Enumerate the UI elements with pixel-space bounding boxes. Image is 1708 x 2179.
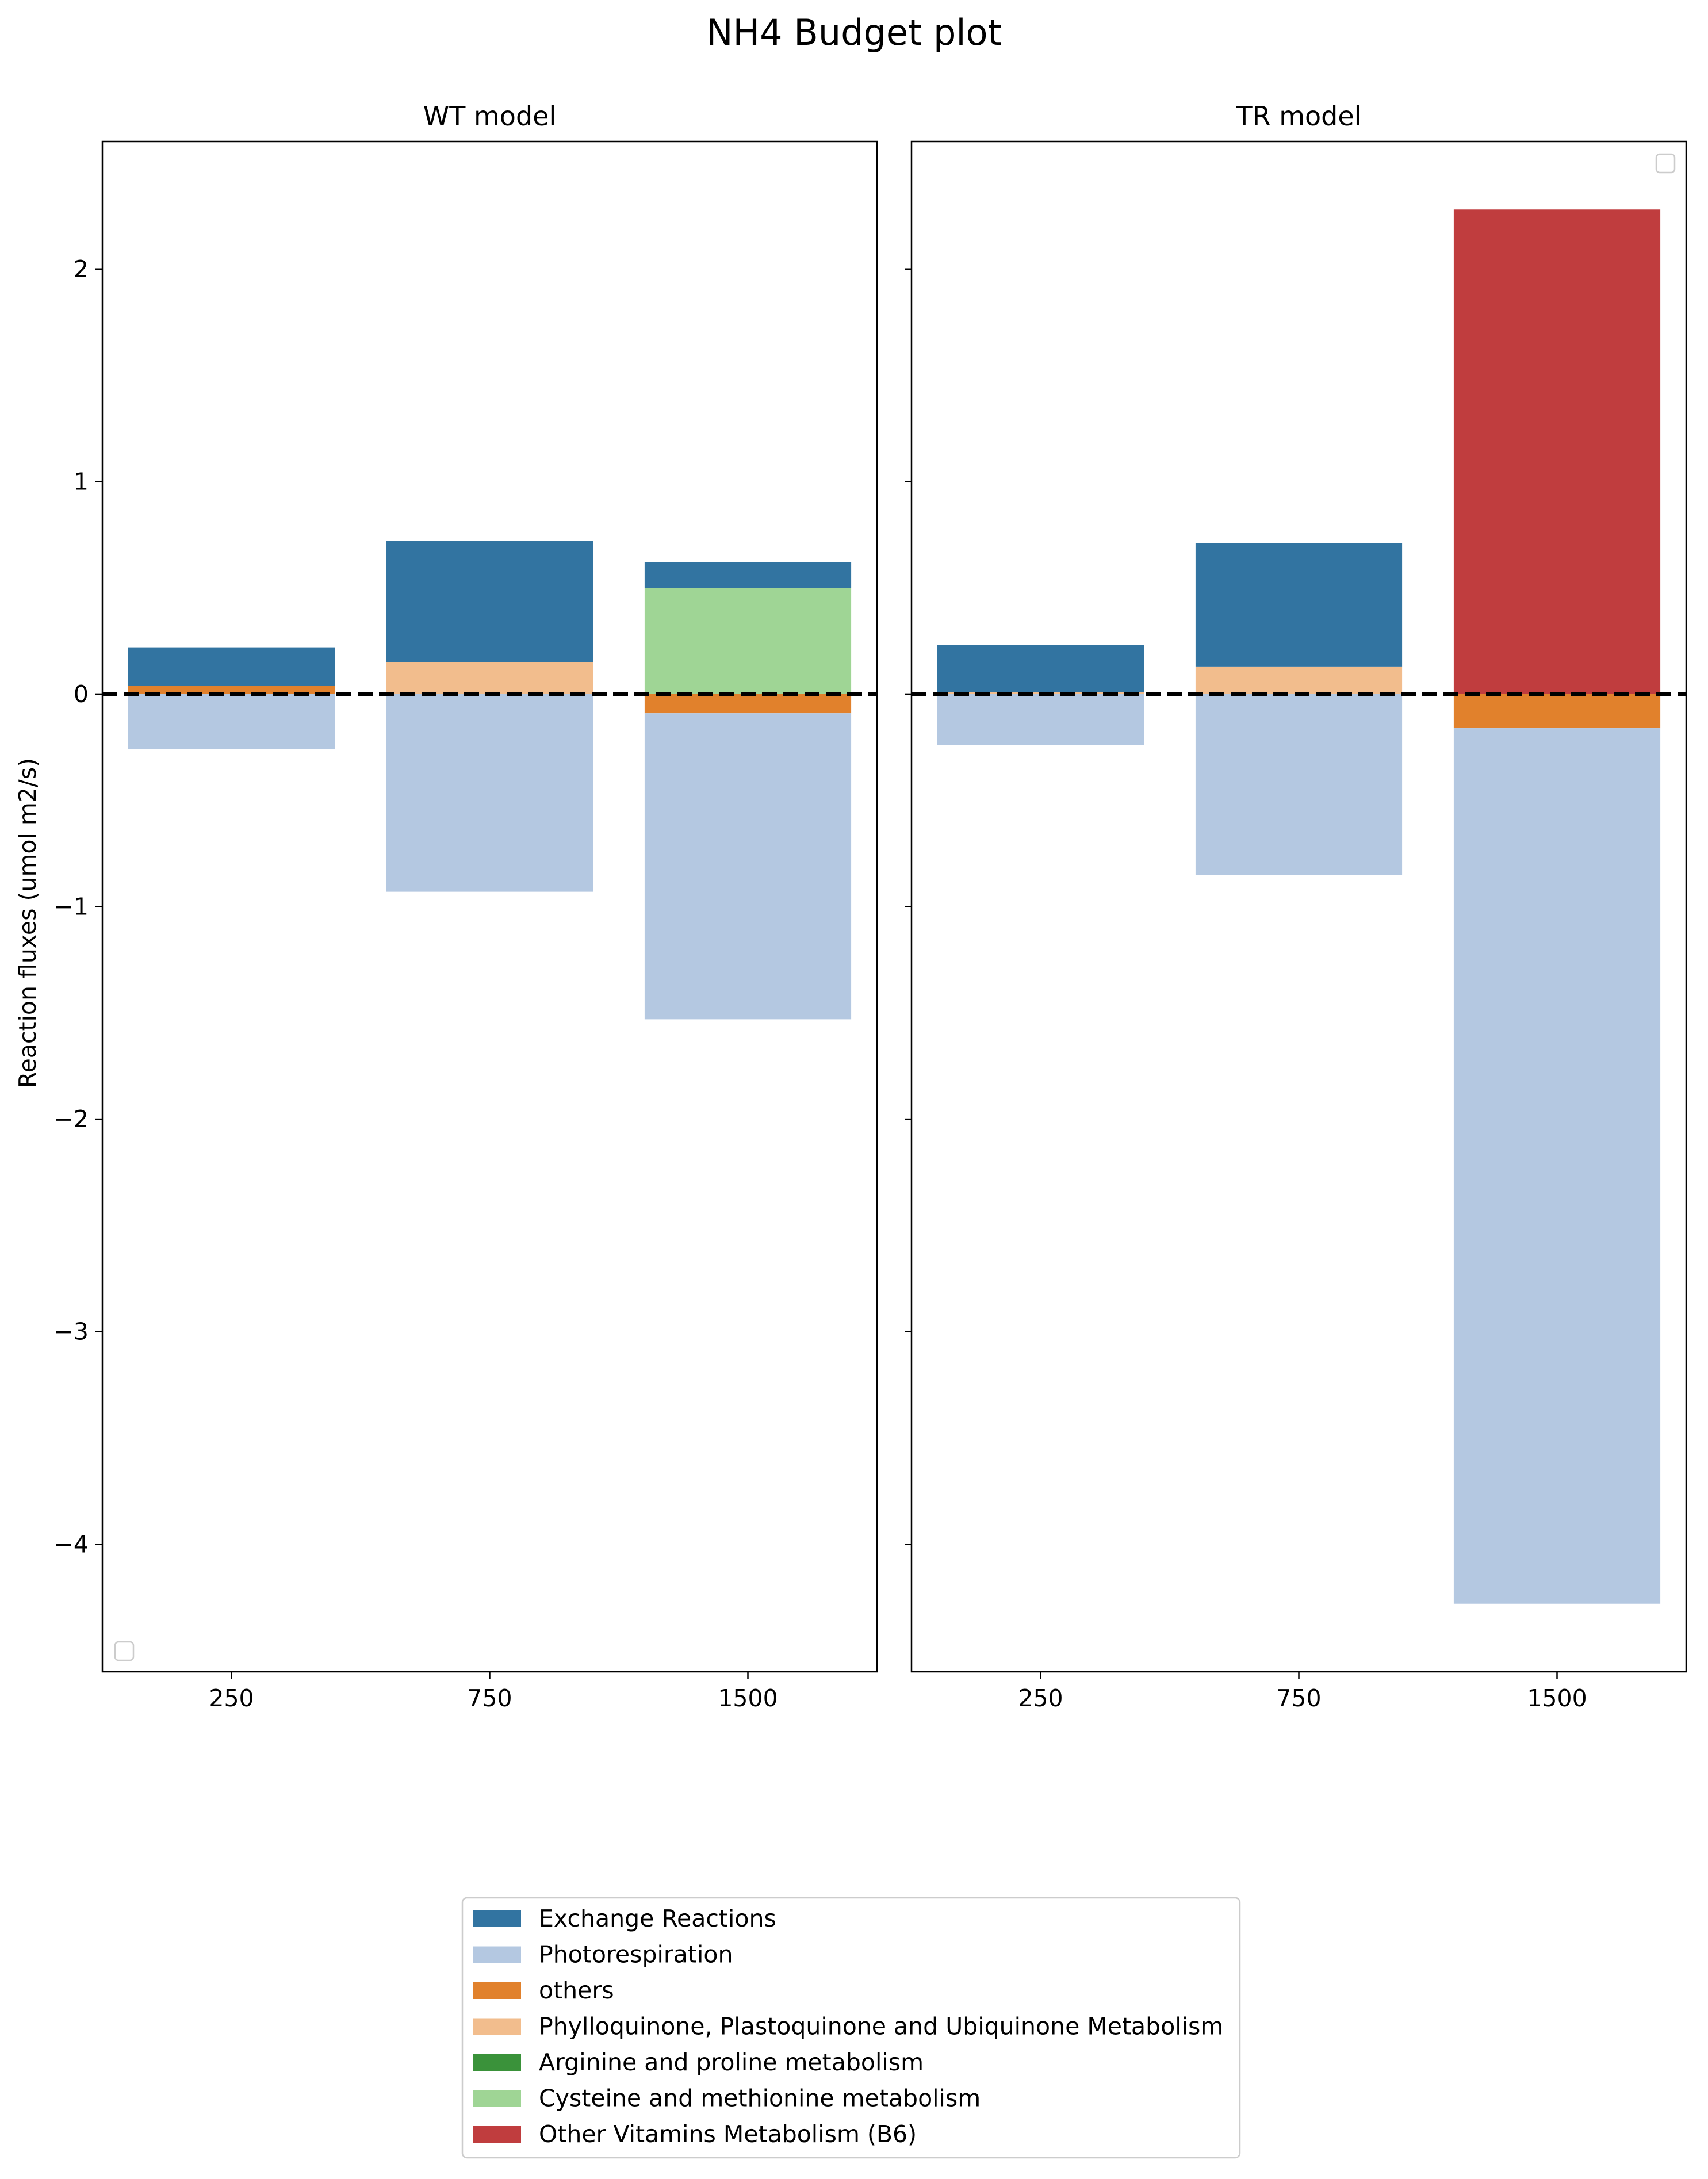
bar-1500-others [1453,694,1661,729]
legend-swatch-photorespiration [473,1946,521,1963]
x-tick-label: 750 [467,1684,512,1712]
legend-swatch-cysteine-and-methionine-metabolism [473,2090,521,2107]
y-axis-label: Reaction fluxes (umol m2/s) [14,758,41,1088]
bars-group [128,541,852,1020]
panel-subtitle: WT model [423,101,556,132]
bar-750-photorespiration [1195,694,1403,875]
legend-label-other-vitamins-metabolism-b6: Other Vitamins Metabolism (B6) [539,2120,917,2148]
y-tick-label: 2 [74,255,89,283]
bar-750-phylloquinone-plastoquinone-and-ubiquinone-metabolism [386,662,593,694]
y-tick-label: −1 [54,893,89,921]
bar-1500-others [644,694,852,714]
x-tick-label: 750 [1276,1684,1321,1712]
wt-model-panel: WT model 250 750 1500 2 1 0 −1 −2 −3 −4 [54,101,878,1712]
bars-group [937,209,1661,1604]
legend-swatch-exchange-reactions [473,1910,521,1927]
panel-subtitle: TR model [1236,101,1362,132]
bar-250-others [128,686,335,694]
legend-swatch-phylloquinone-plastoquinone-and-ubiquinone-metabolism [473,2018,521,2035]
legend-swatch-arginine-and-proline-metabolism [473,2054,521,2071]
legend-label-others: others [539,1977,614,2004]
y-tick-label: −3 [54,1318,89,1346]
tr-model-panel: TR model 250 750 1500 [905,101,1687,1712]
legend-label-exchange-reactions: Exchange Reactions [539,1905,776,1932]
bar-250-photorespiration [128,694,335,750]
x-tick-label: 250 [1018,1684,1063,1712]
bar-250-photorespiration [937,694,1144,745]
bar-750-phylloquinone-plastoquinone-and-ubiquinone-metabolism [1195,666,1403,694]
legend-label-photorespiration: Photorespiration [539,1941,733,1969]
bar-1500-exchange-reactions [644,562,852,588]
bar-750-photorespiration [386,694,593,892]
empty-legend-box [114,1641,135,1661]
x-tick-label: 250 [209,1684,254,1712]
y-tick-label: 0 [74,680,89,708]
bar-750-exchange-reactions [386,541,593,662]
empty-legend-box [1655,153,1676,174]
x-tick-label: 1500 [718,1684,778,1712]
bar-250-exchange-reactions [128,647,335,686]
bar-1500-cysteine-and-methionine-metabolism [644,588,852,694]
legend-label-phylloquinone-plastoquinone-and-ubiquinone-metabolism: Phylloquinone, Plastoquinone and Ubiquin… [539,2013,1223,2040]
bar-1500-other-vitamins-metabolism-b6 [1453,209,1661,694]
legend-swatch-other-vitamins-metabolism-b6 [473,2126,521,2143]
bar-1500-photorespiration [1453,728,1661,1604]
bar-1500-photorespiration [644,713,852,1020]
bar-750-exchange-reactions [1195,543,1403,667]
legend-swatch-others [473,1982,521,1999]
y-tick-label: −2 [54,1105,89,1133]
y-tick-label: −4 [54,1530,89,1558]
legend: Exchange Reactions Photorespiration others… [461,1897,1241,2159]
legend-label-cysteine-and-methionine-metabolism: Cysteine and methionine metabolism [539,2085,981,2112]
legend-frame [461,1897,1241,2159]
y-tick-label: 1 [74,468,89,495]
legend-label-arginine-and-proline-metabolism: Arginine and proline metabolism [539,2048,924,2076]
x-tick-label: 1500 [1527,1684,1587,1712]
bar-250-exchange-reactions [937,645,1144,692]
chart-title: NH4 Budget plot [706,12,1002,53]
